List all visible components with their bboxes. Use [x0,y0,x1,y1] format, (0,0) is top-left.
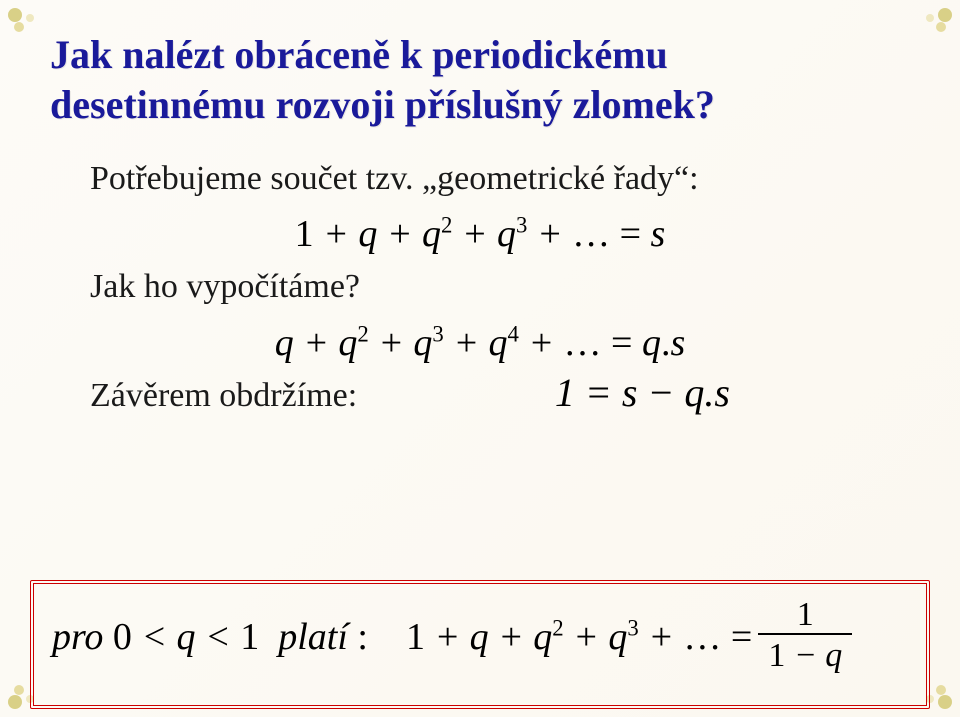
frac-den: 1 − q [758,635,852,674]
boxed-text: pro 0 < q < 1 platí : 1 + q + q2 + q3 + … [52,615,752,659]
slide-content: Jak nalézt obráceně k periodickému deset… [50,30,910,423]
title-line2: desetinnému rozvoji příslušný zlomek? [50,82,715,127]
formula-series-s: 1 + q + q2 + q3 + … = s [50,212,910,256]
corner-deco-tl [8,8,40,40]
slide-title: Jak nalézt obráceně k periodickému deset… [50,30,910,130]
corner-deco-tr [920,8,952,40]
formula-one-eq: 1 = s − q.s [555,369,730,416]
text-conclusion: Závěrem obdržíme: [90,369,357,423]
boxed-prefix: pro [52,616,113,658]
text-need-sum: Potřebujeme součet tzv. „geometrické řad… [90,152,910,206]
text-how-compute: Jak ho vypočítáme? [90,260,910,314]
boxed-fraction: 1 1 − q [758,596,852,675]
frac-num: 1 [758,596,852,635]
title-line1: Jak nalézt obráceně k periodickému [50,32,668,77]
formula-series-qs: q + q2 + q3 + q4 + … = q.s [50,321,910,365]
result-box: pro 0 < q < 1 platí : 1 + q + q2 + q3 + … [30,580,930,709]
